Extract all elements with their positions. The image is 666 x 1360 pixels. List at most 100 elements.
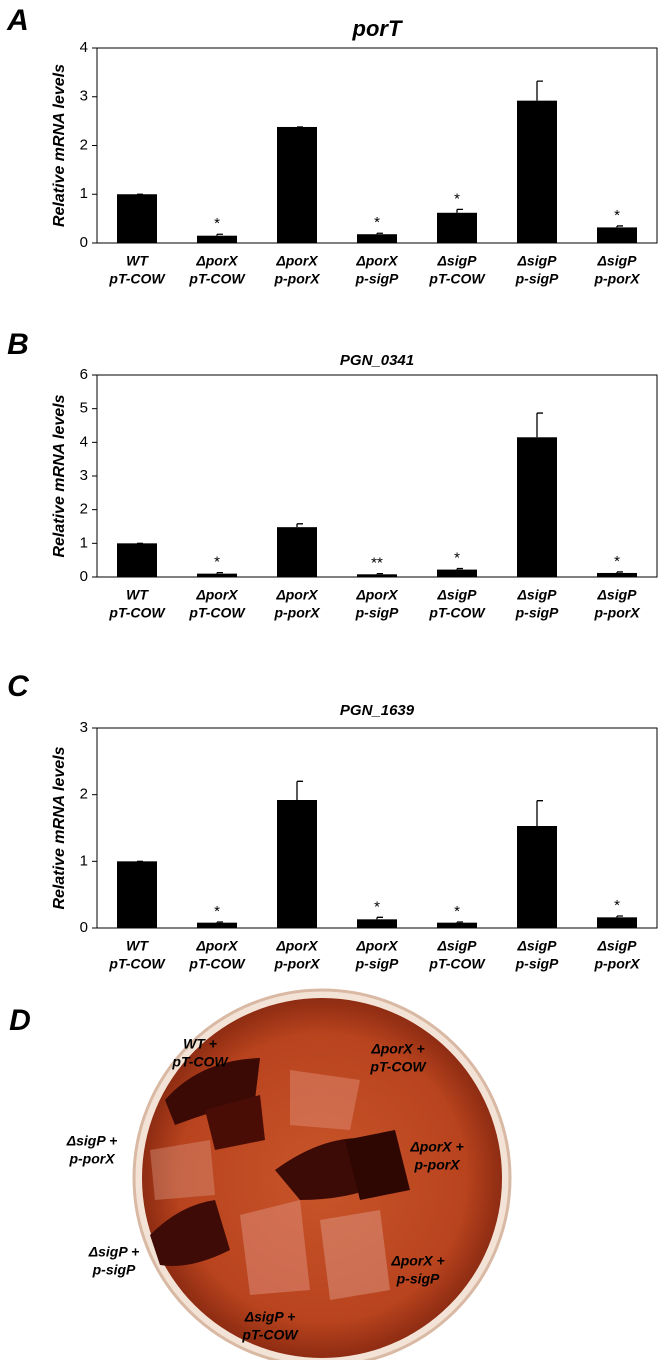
x-tick-label: p-sigP [355,271,399,287]
x-tick-label: p-sigP [355,605,399,621]
y-axis-label: Relative mRNA levels [51,746,68,909]
y-tick-label: 6 [80,366,88,383]
y-tick-label: 1 [80,534,88,551]
error-bar [456,567,463,570]
error-bar [296,523,303,528]
y-tick-label: 3 [80,719,88,736]
significance-mark: * [214,903,220,920]
x-tick-label: ΔporX [355,253,399,269]
x-tick-label: pT-COW [188,271,246,287]
x-tick-label: p-sigP [515,271,559,287]
significance-mark: * [454,190,460,207]
x-tick-label: pT-COW [108,605,166,621]
bar [597,917,637,928]
error-bar [536,80,543,101]
bar [197,573,237,577]
x-tick-label: p-porX [273,605,321,621]
error-bar [376,916,383,920]
significance-mark: * [614,207,620,224]
bar [197,235,237,243]
y-tick-label: 2 [80,501,88,518]
x-tick-label: pT-COW [428,956,486,972]
error-bar [376,232,383,235]
y-tick-label: 1 [80,852,88,869]
x-tick-label: ΔporX [355,938,399,954]
error-bar [296,780,303,800]
plate-label: p-porX [68,1151,116,1167]
x-tick-label: ΔporX [355,587,399,603]
y-tick-label: 5 [80,400,88,417]
x-tick-label: pT-COW [108,271,166,287]
bar [117,861,157,928]
significance-mark: * [214,215,220,232]
chart-title: porT [352,16,403,41]
error-bar [216,921,223,923]
x-tick-label: ΔporX [275,938,319,954]
x-tick-label: ΔporX [275,253,319,269]
bar [277,800,317,928]
significance-mark: * [454,550,460,567]
plate-label: ΔsigP + [88,1244,140,1260]
x-tick-label: pT-COW [188,956,246,972]
x-tick-label: ΔsigP [597,587,638,603]
plate-label: ΔporX + [409,1139,463,1155]
y-tick-label: 0 [80,568,88,585]
significance-mark: * [614,897,620,914]
error-bar [216,571,223,574]
panel-label: D [9,1004,31,1037]
significance-mark: ** [371,555,383,572]
y-tick-label: 0 [80,234,88,251]
bar [117,194,157,243]
y-tick-label: 2 [80,786,88,803]
plate-label: p-sigP [396,1271,440,1287]
x-tick-label: p-porX [273,956,321,972]
chart-title: PGN_1639 [340,702,415,719]
bar [357,919,397,928]
x-tick-label: ΔsigP [437,938,478,954]
significance-mark: * [214,554,220,571]
error-bar [456,208,463,213]
x-tick-label: ΔsigP [597,253,638,269]
x-tick-label: pT-COW [428,271,486,287]
y-axis-label: Relative mRNA levels [51,64,68,227]
y-tick-label: 4 [80,39,88,56]
error-bar [616,225,623,228]
bar [597,227,637,243]
error-bar [616,915,623,918]
x-tick-label: p-sigP [355,956,399,972]
plate-label: p-sigP [92,1262,136,1278]
x-tick-label: ΔporX [195,253,239,269]
x-tick-label: WT [126,587,149,603]
plate-label: WT + [183,1036,217,1052]
significance-mark: * [374,214,380,231]
significance-mark: * [454,903,460,920]
error-bar [456,921,463,923]
bar [517,100,557,244]
panel-label: C [7,670,30,703]
plate-label: pT-COW [241,1327,299,1343]
plate-photo [132,988,512,1360]
x-tick-label: ΔsigP [517,587,558,603]
bar [517,437,557,577]
bar [357,234,397,243]
bar [357,574,397,577]
chart-title: PGN_0341 [340,352,414,369]
x-tick-label: pT-COW [188,605,246,621]
x-tick-label: ΔporX [275,587,319,603]
panel-label: A [6,4,29,37]
bar [117,543,157,577]
x-tick-label: pT-COW [108,956,166,972]
x-tick-label: ΔporX [195,938,239,954]
y-axis-label: Relative mRNA levels [51,394,68,557]
x-tick-label: pT-COW [428,605,486,621]
y-tick-label: 0 [80,919,88,936]
bar [437,922,477,928]
bar [277,527,317,577]
x-tick-label: ΔsigP [437,253,478,269]
plate-label: pT-COW [171,1054,229,1070]
bar [197,922,237,928]
panel-label: B [7,328,29,361]
plate-label: ΔporX + [390,1253,444,1269]
x-tick-label: ΔsigP [437,587,478,603]
